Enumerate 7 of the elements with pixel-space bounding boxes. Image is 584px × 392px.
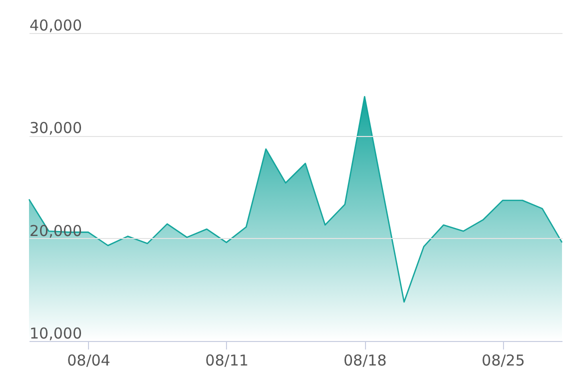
x-tick-label: 08/04 (67, 352, 110, 370)
y-tick-label: 30,000 (30, 119, 82, 138)
x-tick-label: 08/25 (482, 352, 525, 370)
x-tick-label: 08/18 (343, 352, 387, 370)
x-tick-label: 08/11 (205, 352, 249, 370)
y-tick-label: 10,000 (30, 324, 82, 342)
y-tick-label: 40,000 (30, 16, 82, 34)
